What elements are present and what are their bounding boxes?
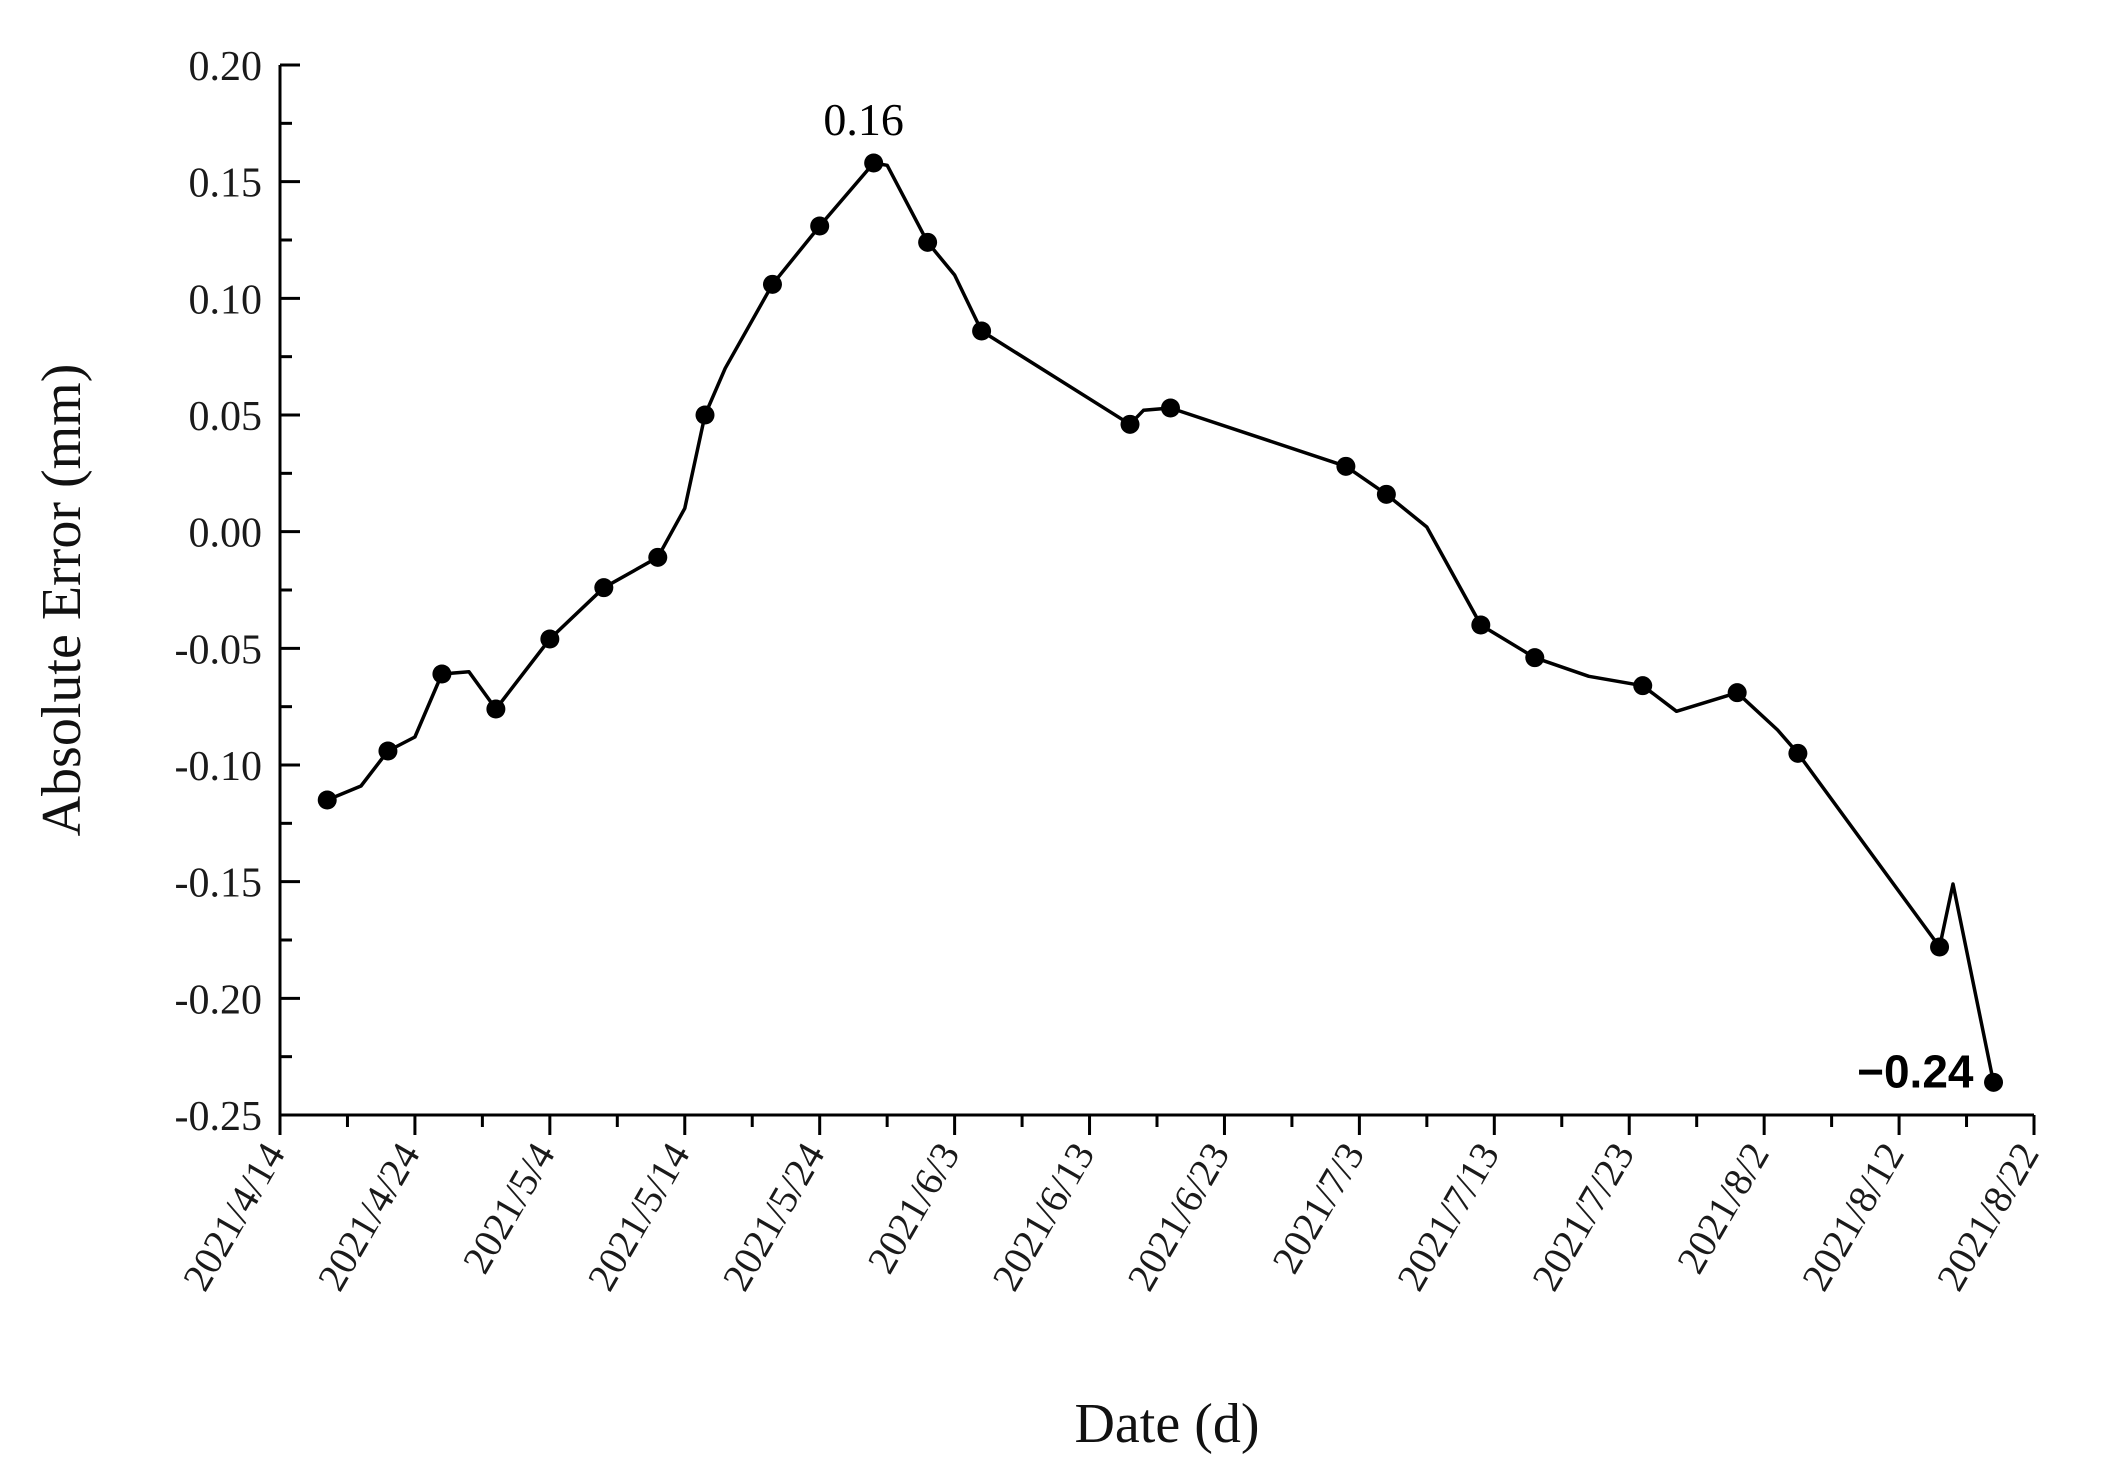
x-tick-label: 2021/7/3 <box>1263 1135 1373 1281</box>
y-axis-label: Absolute Error (mm) <box>31 364 93 837</box>
x-tick-label: 2021/6/3 <box>858 1135 968 1281</box>
data-point <box>594 578 614 598</box>
data-point <box>695 405 715 425</box>
y-tick-label: 0.00 <box>189 511 263 557</box>
data-point <box>432 664 452 684</box>
data-point <box>864 153 884 173</box>
data-point <box>317 790 337 810</box>
x-tick-label: 2021/5/4 <box>454 1135 564 1281</box>
data-point <box>378 741 398 761</box>
axes <box>278 65 2034 1117</box>
y-axis-ticks: 0.20 0.15 0.10 0.05 0.00 -0.05 -0.10 -0.15 -0.20… <box>175 44 300 1140</box>
y-tick-label: -0.05 <box>175 627 263 673</box>
data-point <box>1930 937 1950 957</box>
series-line <box>326 161 1996 1083</box>
data-point <box>1525 648 1545 668</box>
x-tick-label: 2021/4/24 <box>309 1135 429 1298</box>
x-tick-label: 2021/7/13 <box>1388 1135 1508 1298</box>
x-tick-label: 2021/5/24 <box>713 1135 833 1298</box>
annotations: 0.16 −0.24 <box>823 94 1974 1097</box>
x-tick-label: 2021/6/13 <box>983 1135 1103 1298</box>
data-point <box>918 232 938 252</box>
data-point <box>540 629 560 649</box>
x-tick-label: 2021/8/12 <box>1793 1135 1913 1298</box>
data-point <box>1336 456 1356 476</box>
data-point <box>972 321 992 341</box>
data-point <box>1376 484 1396 504</box>
data-point <box>648 547 668 567</box>
data-annotation: −0.24 <box>1857 1045 1974 1097</box>
x-tick-label: 2021/6/23 <box>1118 1135 1238 1298</box>
data-point <box>486 699 506 719</box>
data-point <box>762 274 782 294</box>
data-point <box>1984 1072 2004 1092</box>
x-tick-label: 2021/5/14 <box>578 1135 698 1298</box>
y-tick-label: 0.15 <box>189 161 263 207</box>
y-tick-label: -0.20 <box>175 977 263 1023</box>
y-tick-label: 0.05 <box>189 394 263 440</box>
x-tick-label: 2021/8/2 <box>1668 1135 1778 1281</box>
data-point <box>1471 615 1491 635</box>
data-point <box>1727 683 1747 703</box>
data-point <box>1120 414 1140 434</box>
y-tick-label: 0.10 <box>189 277 263 323</box>
x-axis-ticks: 2021/4/14 2021/4/24 2021/5/4 2021/5/14 2021/… <box>174 1115 2048 1298</box>
data-annotation: 0.16 <box>823 94 904 145</box>
series-group <box>317 153 2004 1092</box>
x-tick-label: 2021/8/22 <box>1928 1135 2048 1298</box>
x-tick-label: 2021/7/23 <box>1523 1135 1643 1298</box>
data-point <box>1160 398 1180 418</box>
data-point <box>1633 676 1653 696</box>
x-axis-label: Date (d) <box>1074 1393 1259 1455</box>
data-point <box>810 216 830 236</box>
y-tick-label: 0.20 <box>189 44 263 90</box>
x-tick-label: 2021/4/14 <box>174 1135 294 1298</box>
y-tick-label: -0.25 <box>175 1094 263 1140</box>
y-tick-label: -0.10 <box>175 744 263 790</box>
data-point <box>1788 743 1808 763</box>
y-tick-label: -0.15 <box>175 861 263 907</box>
